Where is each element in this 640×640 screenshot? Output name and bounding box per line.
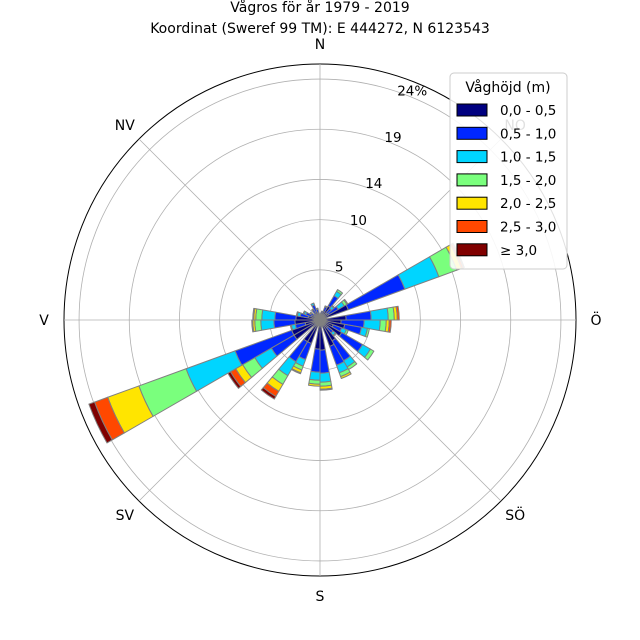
bar-segment-dir185-bin4 bbox=[307, 382, 321, 387]
legend-swatch-5 bbox=[456, 220, 488, 233]
bar-segment-dir275-bin5 bbox=[252, 307, 256, 321]
grid-spoke-7 bbox=[138, 138, 321, 321]
legend-label-5: 2,5 - 3,0 bbox=[500, 220, 556, 236]
direction-label-v: V bbox=[39, 313, 49, 329]
direction-label-n: N bbox=[315, 37, 325, 53]
radial-tick-label-1: 10 bbox=[350, 213, 367, 229]
bar-segment-dir265-bin2 bbox=[260, 319, 276, 331]
chart-title: Vågros för år 1979 - 2019 bbox=[230, 0, 409, 16]
legend-label-4: 2,0 - 2,5 bbox=[500, 196, 556, 212]
bar-segment-dir105-bin3 bbox=[364, 327, 370, 338]
bar-segment-dir175-bin2 bbox=[319, 371, 332, 383]
radial-tick-label-4: 24% bbox=[397, 83, 427, 99]
radial-tick-label-3: 19 bbox=[384, 130, 401, 146]
legend: Våghöjd (m) 0,0 - 0,5 0,5 - 1,0 1,0 - 1,5 1… bbox=[449, 72, 568, 270]
bar-segment-dir35-bin3 bbox=[336, 289, 344, 296]
bar-segment-dir335-bin2 bbox=[310, 302, 316, 307]
bar-segment-dir295-bin3 bbox=[302, 310, 306, 315]
direction-label-sö: SÖ bbox=[505, 506, 525, 524]
grid-spoke-5 bbox=[138, 319, 321, 502]
legend-label-2: 1,0 - 1,5 bbox=[500, 150, 556, 166]
rose-bars bbox=[88, 242, 465, 444]
legend-swatch-0 bbox=[456, 103, 488, 117]
bar-segment-dir125-bin3 bbox=[364, 348, 375, 361]
legend-label-3: 1,5 - 2,0 bbox=[500, 173, 556, 189]
legend-swatch-2 bbox=[456, 150, 488, 164]
bar-segment-dir265-bin5 bbox=[251, 319, 255, 333]
bar-segment-dir215-bin6 bbox=[260, 387, 277, 400]
bar-segment-dir275-bin2 bbox=[261, 309, 277, 321]
chart-subtitle: Koordinat (Sweref 99 TM): E 444272, N 61… bbox=[150, 21, 490, 37]
legend-swatch-1 bbox=[456, 126, 488, 140]
grid-spoke-3 bbox=[319, 319, 502, 502]
bar-segment-dir175-bin5 bbox=[319, 387, 333, 391]
bar-segment-dir245-bin6 bbox=[88, 401, 113, 444]
radial-tick-label-0: 5 bbox=[335, 260, 344, 276]
direction-label-nv: NV bbox=[115, 118, 135, 134]
legend-items: 0,0 - 0,5 0,5 - 1,0 1,0 - 1,5 1,5 - 2,0 2,0 … bbox=[456, 103, 556, 259]
direction-label-sv: SV bbox=[116, 508, 135, 524]
legend-title: Våghöjd (m) bbox=[465, 79, 550, 96]
bar-segment-dir345-bin2 bbox=[315, 307, 319, 311]
bar-segment-dir285-bin3 bbox=[295, 311, 299, 317]
bar-segment-dir185-bin2 bbox=[309, 370, 321, 381]
legend-label-1: 0,5 - 1,0 bbox=[500, 126, 556, 142]
bar-segment-dir355-bin1 bbox=[318, 314, 321, 318]
legend-label-0: 0,0 - 0,5 bbox=[500, 103, 556, 119]
radial-tick-labels: 5 10 14 19 24% bbox=[335, 83, 427, 275]
bar-segment-dir95-bin5 bbox=[387, 319, 392, 333]
direction-label-s: S bbox=[316, 589, 325, 605]
bar-segment-dir155-bin4 bbox=[340, 371, 352, 379]
legend-swatch-6 bbox=[456, 243, 488, 257]
bar-segment-dir305-bin2 bbox=[309, 311, 313, 315]
legend-swatch-3 bbox=[456, 173, 488, 187]
legend-label-6: ≥ 3,0 bbox=[500, 243, 537, 259]
direction-label-ö: Ö bbox=[590, 311, 601, 329]
legend-swatch-4 bbox=[456, 196, 488, 210]
radial-tick-label-2: 14 bbox=[365, 176, 382, 192]
bar-segment-dir85-bin5 bbox=[395, 305, 400, 321]
